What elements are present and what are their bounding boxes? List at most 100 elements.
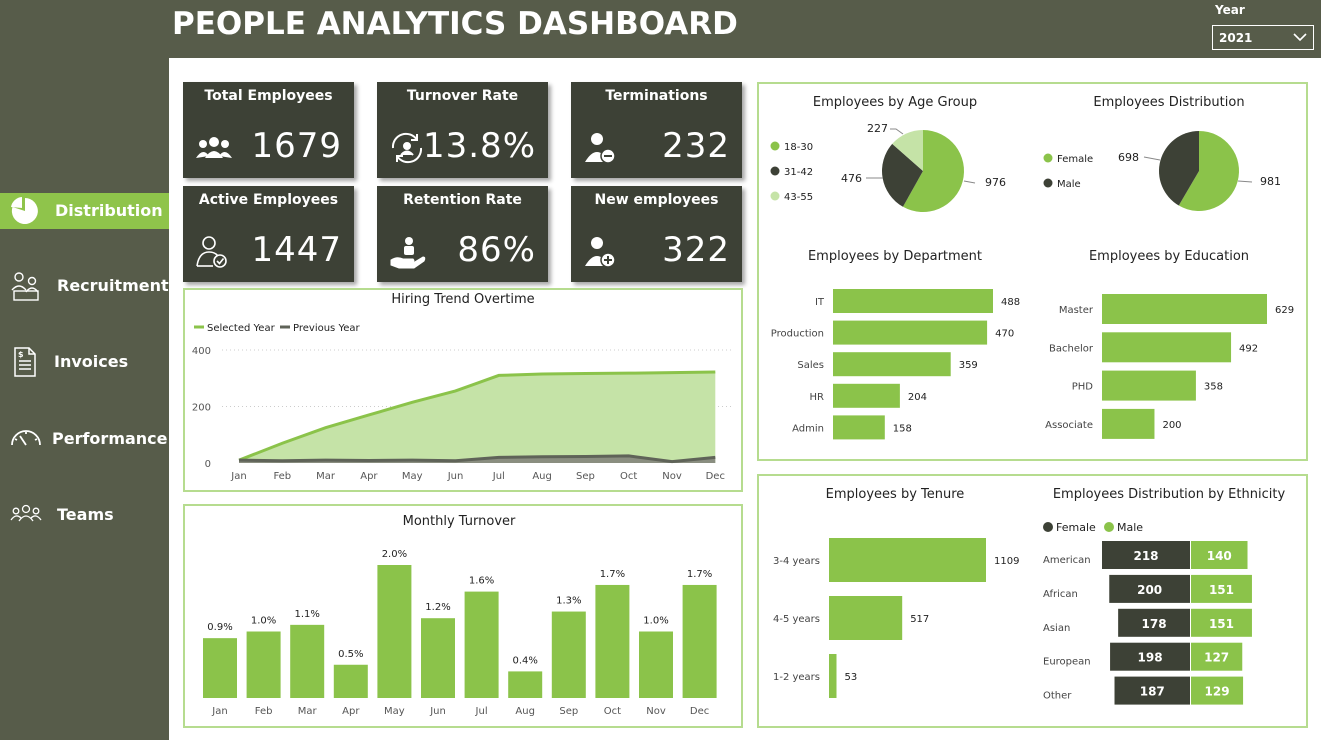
data-label: 698 <box>1118 151 1139 164</box>
kpi-retention-rate: Retention Rate 86% <box>377 186 548 282</box>
category-label: 1-2 years <box>773 672 820 683</box>
kpi-value: 1679 <box>251 126 342 166</box>
chart-title: Monthly Turnover <box>403 514 516 529</box>
legend-label: Male <box>1117 521 1143 534</box>
data-label: 200 <box>1137 583 1162 597</box>
bar <box>829 538 986 582</box>
y-tick-label: 0 <box>205 459 211 470</box>
leader-line <box>963 180 976 184</box>
data-label: 1.1% <box>294 609 319 620</box>
svg-text:$: $ <box>18 350 24 359</box>
leader-line <box>890 128 904 135</box>
legend-label: Male <box>1057 179 1081 190</box>
bar-female <box>1110 642 1190 671</box>
data-label: 476 <box>841 172 862 185</box>
kpi-value: 1447 <box>251 230 342 270</box>
category-label: Other <box>1043 691 1072 702</box>
data-label: 178 <box>1142 617 1167 631</box>
data-label: 2.0% <box>382 549 407 560</box>
kpi-value: 322 <box>662 230 730 270</box>
chart-title: Employees by Age Group <box>813 95 977 110</box>
data-label: 187 <box>1140 685 1165 699</box>
pie-slice <box>881 143 923 207</box>
bar <box>1102 370 1196 401</box>
x-tick-label: Jun <box>447 471 464 482</box>
chart-title: Employees Distribution <box>1093 95 1244 110</box>
bar-female <box>1109 574 1190 603</box>
invoice-icon: $ <box>14 347 36 377</box>
data-label: 358 <box>1204 382 1223 393</box>
data-label: 1.6% <box>469 576 494 587</box>
sidebar-item-invoices[interactable]: $ Invoices <box>0 344 169 380</box>
x-tick-label: Mar <box>316 471 336 482</box>
legend-swatch <box>1043 153 1053 163</box>
year-dropdown-value: 2021 <box>1219 31 1253 45</box>
page-title: PEOPLE ANALYTICS DASHBOARD <box>172 6 738 42</box>
bar <box>508 671 543 698</box>
pie-slice <box>892 130 923 171</box>
sidebar-item-label: Invoices <box>54 352 129 371</box>
legend-swatch <box>1043 178 1053 188</box>
area-selected-year <box>239 372 716 463</box>
bar <box>290 624 325 698</box>
chart-title: Employees Distribution by Ethnicity <box>1053 487 1286 502</box>
category-label: 3-4 years <box>773 556 820 567</box>
sidebar-item-label: Performance <box>52 429 168 448</box>
x-tick-label: Nov <box>646 706 666 717</box>
sidebar-item-teams[interactable]: Teams <box>0 497 169 533</box>
x-tick-label: Oct <box>604 706 621 717</box>
bar <box>1102 332 1232 363</box>
x-tick-label: Aug <box>532 471 552 482</box>
bar <box>595 584 630 698</box>
x-tick-label: May <box>384 706 405 717</box>
category-label: Associate <box>1045 420 1093 431</box>
legend-label: 43-55 <box>784 192 813 203</box>
x-tick-label: Sep <box>559 706 578 717</box>
bar <box>551 611 586 698</box>
kpi-title: Turnover Rate <box>406 88 519 104</box>
legend-swatch <box>770 191 780 201</box>
line-selected-year <box>238 370 716 462</box>
data-label: 1.3% <box>556 596 581 607</box>
sidebar-item-distribution[interactable]: Distribution <box>0 193 169 229</box>
bar-male <box>1191 541 1248 569</box>
bar <box>421 618 455 698</box>
bar-male <box>1191 642 1243 671</box>
x-tick-label: Apr <box>342 706 360 717</box>
y-tick-label: 200 <box>192 403 211 414</box>
legend-label: Previous Year <box>293 323 361 334</box>
chart-title: Employees by Education <box>1089 249 1249 264</box>
bar <box>682 584 717 698</box>
turnover-icon <box>391 132 423 164</box>
legend-label: Female <box>1057 154 1093 165</box>
kpi-value: 86% <box>457 230 536 270</box>
bar <box>829 654 837 698</box>
chart-title: Employees by Department <box>808 249 982 264</box>
x-tick-label: Feb <box>255 706 273 717</box>
bar <box>1102 408 1155 439</box>
data-label: 129 <box>1205 685 1230 699</box>
legend-label: 31-42 <box>784 167 813 178</box>
data-label: 629 <box>1275 305 1294 316</box>
data-label: 492 <box>1239 343 1258 354</box>
sidebar-item-performance[interactable]: Performance <box>0 421 169 457</box>
legend-swatch <box>1043 522 1053 532</box>
data-label: 151 <box>1209 617 1234 631</box>
legend-label: Selected Year <box>207 323 276 334</box>
sidebar-item-recruitment[interactable]: Recruitment <box>0 268 169 304</box>
data-label: 140 <box>1207 549 1232 563</box>
kpi-title: Retention Rate <box>403 192 522 208</box>
category-label: Asian <box>1043 623 1070 634</box>
year-dropdown[interactable]: 2021 <box>1212 25 1314 50</box>
line-previous-year <box>238 454 716 464</box>
data-label: 1.7% <box>687 569 712 580</box>
data-label: 1.0% <box>643 616 668 627</box>
bar-female <box>1118 608 1190 637</box>
kpi-value: 232 <box>662 126 730 166</box>
data-label: 0.4% <box>512 655 537 666</box>
data-label: 227 <box>867 122 888 135</box>
kpi-terminations: Terminations 232 <box>571 82 742 178</box>
pie-slice <box>1159 131 1199 206</box>
data-label: 1109 <box>994 556 1019 567</box>
